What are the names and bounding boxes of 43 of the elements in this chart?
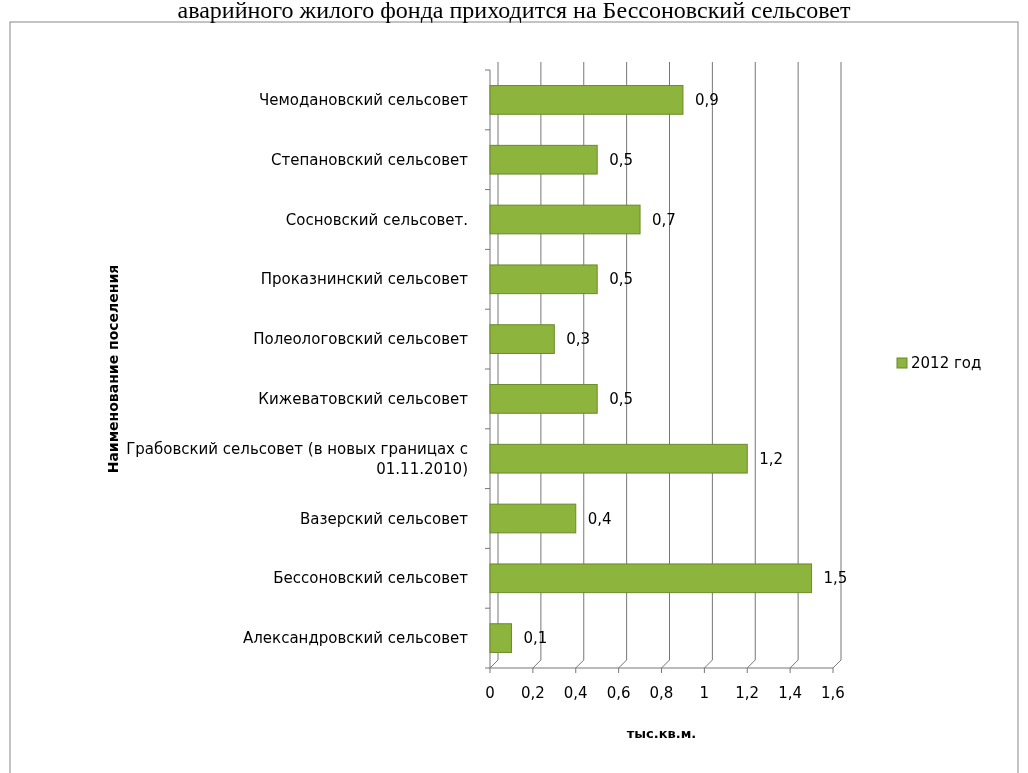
y-tick-label: Проказнинский сельсовет [260,270,469,289]
bar [489,503,577,534]
data-label: 0,7 [652,210,676,229]
x-tick-label: 1,6 [821,684,845,702]
bar [489,623,512,653]
x-tick-label: 0,6 [606,684,631,702]
x-tick-label: 0 [485,684,495,702]
data-label: 1,2 [759,449,784,468]
y-tick-label: Чемодановский сельсовет [258,90,469,109]
x-tick-label: 0,2 [520,684,545,702]
y-tick-label: Степановский сельсовет [271,150,469,169]
x-axis-title: тыс.кв.м. [626,726,697,741]
x-tick-label: 1 [699,684,710,702]
x-tick-label: 0,4 [563,684,588,702]
bar [489,563,813,594]
data-label: 0,3 [566,330,591,349]
data-label: 0,4 [587,509,612,528]
x-tick-label: 1,4 [778,684,803,702]
data-label: 0,5 [609,150,634,169]
bar [489,443,748,474]
bar [489,144,598,175]
x-tick-label: 1,2 [735,684,760,702]
y-tick-label: Александровский сельсовет [243,629,469,648]
legend-label: 2012 год [911,354,982,372]
data-label: 1,5 [823,569,848,588]
data-label: 0,9 [694,90,719,109]
y-tick-label: Бессоновский сельсовет [273,569,469,588]
y-tick-label: Полеологовский сельсовет [253,330,469,349]
data-label: 0,1 [523,629,548,648]
bar [489,85,684,115]
bar [489,384,598,414]
bar [489,204,641,235]
data-label: 0,5 [609,270,634,289]
y-tick-label: Грабовский сельсовет (в новых границах с 01.11.2010) [126,439,468,478]
y-tick-label: Вазерский сельсовет [300,509,469,528]
y-axis-title: Наименование поселения [105,264,121,474]
x-tick-label: 0,8 [649,684,674,702]
bar [489,264,598,295]
data-label: 0,5 [609,389,634,408]
bar [489,324,555,354]
y-tick-label: Кижеватовский сельсовет [258,389,469,408]
y-tick-label: Сосновский сельсовет. [285,210,468,229]
chart-title: аварийного жилого фонда приходится на Бессоновский сельсовет [177,0,851,23]
